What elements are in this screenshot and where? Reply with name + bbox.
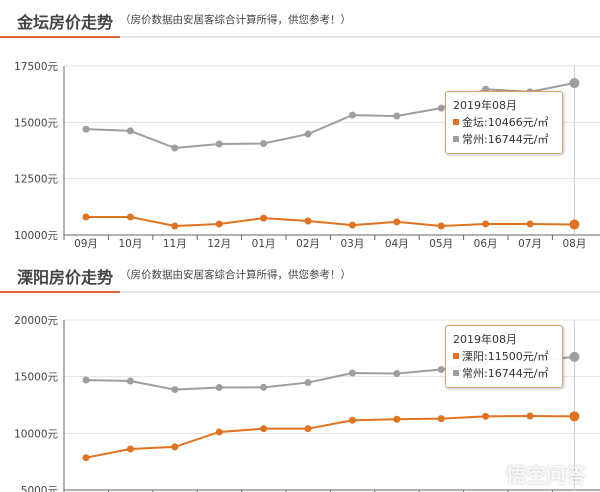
title-underline [0,291,120,293]
x-tick-label: 11月 [163,238,187,250]
watermark-logo: 悟空问答 [506,463,586,487]
data-point [260,425,268,433]
data-point [304,379,312,387]
data-point [260,383,268,391]
data-point [82,376,90,384]
x-tick-label: 07月 [518,238,542,250]
y-tick-label: 5000元 [21,485,59,492]
data-point [82,213,90,221]
orange-square-icon [453,119,459,125]
gray-square-icon [453,136,459,142]
tooltip-line: 常州:16744元/㎡ [462,367,549,380]
data-point [437,415,445,423]
x-tick-label: 05月 [429,238,453,250]
series-line-常州 [85,82,575,150]
x-tick-label: 04月 [385,238,409,250]
data-point [526,412,534,420]
series-line-溧阳 [85,414,575,459]
x-tick-label: 06月 [474,238,498,250]
liyang-header: 溧阳房价走势 （房价数据由安居客综合计算所得，供您参考！） [0,255,600,293]
data-point [569,351,580,362]
data-point [393,369,401,377]
data-point [482,85,490,93]
data-point [437,366,445,374]
data-point [569,78,580,89]
data-point [171,222,179,230]
y-tick-label: 17500元 [14,61,58,73]
jintan-tooltip: 2019年08月 金坛:10466元/㎡ 常州:16744元/㎡ [445,91,563,154]
data-point [304,217,312,225]
data-point [393,218,401,226]
data-point [348,416,356,424]
y-tick-label: 20000元 [14,315,58,327]
data-point [126,127,134,135]
jintan-header: 金坛房价走势 （房价数据由安居客综合计算所得，供您参考！） [0,0,600,38]
tooltip-line: 溧阳:11500元/㎡ [462,350,549,363]
x-tick-label: 02月 [296,238,320,250]
data-point [171,386,179,394]
y-tick-label: 12500元 [14,174,58,186]
data-point [482,220,490,228]
data-point [348,221,356,229]
tooltip-title: 2019年08月 [453,333,517,346]
data-point [215,220,223,228]
data-point [171,144,179,152]
data-point [82,454,90,462]
data-point [260,214,268,222]
x-tick-label: 03月 [340,238,364,250]
data-point [304,425,312,433]
jintan-title: 金坛房价走势 [17,13,114,32]
y-tick-label: 10000元 [14,230,58,242]
data-point [215,428,223,436]
liyang-subtitle: （房价数据由安居客综合计算所得，供您参考！） [120,269,351,281]
y-tick-label: 10000元 [14,428,58,440]
data-point [126,377,134,385]
x-tick-label: 08月 [562,238,586,250]
data-point [393,112,401,120]
data-point [126,213,134,221]
data-point [126,445,134,453]
data-point [260,140,268,148]
data-point [437,222,445,230]
data-point [348,111,356,119]
data-point [215,140,223,148]
data-point [171,443,179,451]
tooltip-line: 金坛:10466元/㎡ [462,116,549,129]
data-point [393,415,401,423]
data-point [526,220,534,228]
x-tick-label: 09月 [74,238,98,250]
x-tick-label: 10月 [118,238,142,250]
jintan-price-chart: 10000元 12500元 15000元 17500元 09月 10月 11月 12月 01月 0… [14,61,600,250]
gray-square-icon [453,370,459,376]
y-tick-label: 15000元 [14,372,58,384]
x-tick-label: 01月 [252,238,276,250]
data-point [569,219,580,230]
x-tick-label: 12月 [207,238,231,250]
data-point [304,130,312,138]
data-point [215,384,223,392]
data-point [569,411,580,422]
orange-square-icon [453,353,459,359]
data-point [437,104,445,112]
liyang-tooltip: 2019年08月 溧阳:11500元/㎡ 常州:16744元/㎡ [445,325,563,388]
data-point [82,125,90,133]
series-line-金坛 [86,215,575,227]
tooltip-line: 常州:16744元/㎡ [462,133,549,146]
jintan-subtitle: （房价数据由安居客综合计算所得，供您参考！） [120,14,351,26]
y-tick-label: 15000元 [14,117,58,129]
liyang-title: 溧阳房价走势 [17,268,114,287]
title-underline [0,36,120,38]
data-point [482,412,490,420]
data-point [348,369,356,377]
tooltip-title: 2019年08月 [453,99,517,112]
